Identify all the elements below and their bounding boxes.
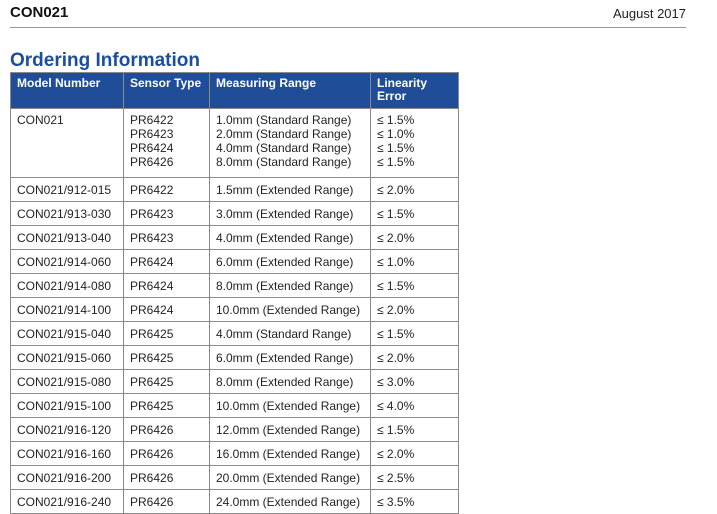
error-cell: ≤ 2.0% — [370, 345, 459, 370]
range-value: 2.0mm (Standard Range) — [216, 127, 352, 141]
range-value: 4.0mm (Standard Range) — [216, 141, 352, 155]
range-value: 8.0mm (Standard Range) — [216, 155, 352, 169]
table-header-row: Model Number Sensor Type Measuring Range… — [10, 72, 459, 109]
error-cell: ≤ 1.5% — [370, 201, 459, 226]
range-cell: 4.0mm (Standard Range) — [209, 321, 371, 346]
document-id: CON021 — [10, 4, 69, 21]
model-cell: CON021/916-120 — [10, 417, 124, 442]
sensor-value: PR6422 — [130, 113, 174, 127]
range-cell: 24.0mm (Extended Range) — [209, 489, 371, 514]
table-row: CON021/916-200 PR6426 20.0mm (Extended Ran… — [10, 465, 459, 490]
sensor-cell: PR6426 — [123, 441, 210, 466]
sensor-cell: PR6422 — [123, 177, 210, 202]
range-cell: 12.0mm (Extended Range) — [209, 417, 371, 442]
sensor-cell: PR6426 — [123, 489, 210, 514]
range-cell: 10.0mm (Extended Range) — [209, 393, 371, 418]
document-header: CON021 August 2017 — [10, 4, 686, 26]
sensor-value: PR6424 — [130, 141, 174, 155]
range-value: 1.0mm (Standard Range) — [216, 113, 352, 127]
table-row: CON021/915-040 PR6425 4.0mm (Standard Rang… — [10, 321, 459, 346]
table-row: CON021/915-080 PR6425 8.0mm (Extended Rang… — [10, 369, 459, 394]
range-cell: 10.0mm (Extended Range) — [209, 297, 371, 322]
sensor-cell: PR6426 — [123, 417, 210, 442]
sensor-cell: PR6424 — [123, 249, 210, 274]
range-cell: 1.0mm (Standard Range) 2.0mm (Standard R… — [209, 108, 371, 178]
error-value: ≤ 1.5% — [377, 113, 415, 127]
table-row: CON021/912-015 PR6422 1.5mm (Extended Rang… — [10, 177, 459, 202]
table-row: CON021/915-060 PR6425 6.0mm (Extended Rang… — [10, 345, 459, 370]
table-row: CON021/914-100 PR6424 10.0mm (Extended Ran… — [10, 297, 459, 322]
range-cell: 3.0mm (Extended Range) — [209, 201, 371, 226]
model-cell: CON021/915-060 — [10, 345, 124, 370]
error-value: ≤ 1.0% — [377, 127, 415, 141]
error-cell: ≤ 1.5% — [370, 417, 459, 442]
column-header-linearity-error: Linearity Error — [370, 72, 459, 109]
model-cell: CON021/914-060 — [10, 249, 124, 274]
table-row: CON021/913-040 PR6423 4.0mm (Extended Rang… — [10, 225, 459, 250]
range-cell: 6.0mm (Extended Range) — [209, 345, 371, 370]
model-cell: CON021/916-200 — [10, 465, 124, 490]
model-cell: CON021 — [10, 108, 124, 178]
sensor-cell: PR6425 — [123, 345, 210, 370]
model-value: CON021 — [17, 113, 64, 127]
model-cell: CON021/916-240 — [10, 489, 124, 514]
column-header-measuring-range: Measuring Range — [209, 72, 371, 109]
error-cell: ≤ 4.0% — [370, 393, 459, 418]
error-cell: ≤ 2.5% — [370, 465, 459, 490]
table-row: CON021 PR6422 PR6423 PR6424 PR6426 1.0mm… — [10, 108, 459, 178]
sensor-cell: PR6423 — [123, 225, 210, 250]
sensor-cell: PR6426 — [123, 465, 210, 490]
ordering-table: Model Number Sensor Type Measuring Range… — [10, 72, 459, 514]
table-row: CON021/916-160 PR6426 16.0mm (Extended Ran… — [10, 441, 459, 466]
model-cell: CON021/915-040 — [10, 321, 124, 346]
sensor-cell: PR6424 — [123, 297, 210, 322]
model-cell: CON021/913-030 — [10, 201, 124, 226]
sensor-cell: PR6425 — [123, 321, 210, 346]
error-cell: ≤ 1.5% — [370, 273, 459, 298]
error-value: ≤ 1.5% — [377, 155, 415, 169]
error-cell: ≤ 1.0% — [370, 249, 459, 274]
error-cell: ≤ 2.0% — [370, 225, 459, 250]
sensor-value: PR6426 — [130, 155, 174, 169]
table-row: CON021/914-080 PR6424 8.0mm (Extended Rang… — [10, 273, 459, 298]
error-cell: ≤ 2.0% — [370, 177, 459, 202]
error-cell: ≤ 2.0% — [370, 297, 459, 322]
model-cell: CON021/912-015 — [10, 177, 124, 202]
range-cell: 4.0mm (Extended Range) — [209, 225, 371, 250]
model-cell: CON021/914-100 — [10, 297, 124, 322]
sensor-value: PR6423 — [130, 127, 174, 141]
error-cell: ≤ 3.0% — [370, 369, 459, 394]
section-title: Ordering Information — [10, 50, 200, 71]
error-cell: ≤ 3.5% — [370, 489, 459, 514]
model-cell: CON021/916-160 — [10, 441, 124, 466]
range-cell: 8.0mm (Extended Range) — [209, 369, 371, 394]
sensor-cell: PR6425 — [123, 393, 210, 418]
error-value: ≤ 1.5% — [377, 141, 415, 155]
error-cell: ≤ 2.0% — [370, 441, 459, 466]
column-header-sensor-type: Sensor Type — [123, 72, 210, 109]
range-cell: 1.5mm (Extended Range) — [209, 177, 371, 202]
model-cell: CON021/913-040 — [10, 225, 124, 250]
range-cell: 20.0mm (Extended Range) — [209, 465, 371, 490]
sensor-cell: PR6424 — [123, 273, 210, 298]
range-cell: 6.0mm (Extended Range) — [209, 249, 371, 274]
sensor-cell: PR6425 — [123, 369, 210, 394]
table-row: CON021/916-240 PR6426 24.0mm (Extended Ran… — [10, 489, 459, 514]
error-cell: ≤ 1.5% ≤ 1.0% ≤ 1.5% ≤ 1.5% — [370, 108, 459, 178]
column-header-model-number: Model Number — [10, 72, 124, 109]
sensor-cell: PR6422 PR6423 PR6424 PR6426 — [123, 108, 210, 178]
range-cell: 16.0mm (Extended Range) — [209, 441, 371, 466]
range-cell: 8.0mm (Extended Range) — [209, 273, 371, 298]
model-cell: CON021/914-080 — [10, 273, 124, 298]
model-cell: CON021/915-080 — [10, 369, 124, 394]
table-row: CON021/913-030 PR6423 3.0mm (Extended Rang… — [10, 201, 459, 226]
model-cell: CON021/915-100 — [10, 393, 124, 418]
error-cell: ≤ 1.5% — [370, 321, 459, 346]
header-divider — [10, 27, 686, 28]
sensor-cell: PR6423 — [123, 201, 210, 226]
table-row: CON021/914-060 PR6424 6.0mm (Extended Rang… — [10, 249, 459, 274]
document-date: August 2017 — [612, 6, 686, 21]
table-row: CON021/915-100 PR6425 10.0mm (Extended Ran… — [10, 393, 459, 418]
table-row: CON021/916-120 PR6426 12.0mm (Extended Ran… — [10, 417, 459, 442]
